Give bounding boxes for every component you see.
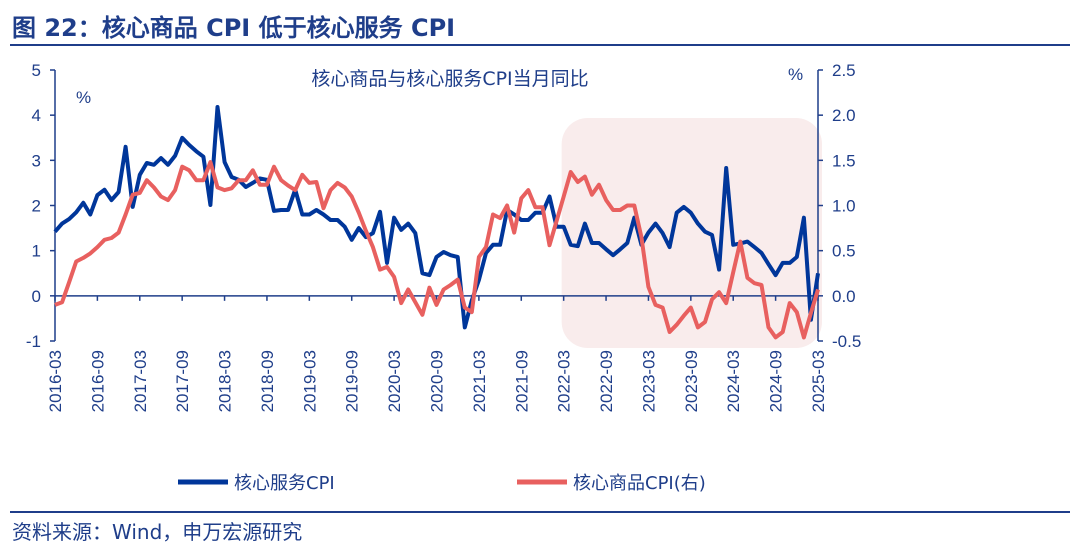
series-lines	[53, 105, 820, 340]
x-tick-label: 2020-09	[428, 350, 447, 412]
axes: 5 4 3 2 1 0 -1 2.5 2.0 1.5 1.0 0.5 0.0 -0.5 2016-03 201…	[26, 61, 861, 412]
x-tick-label: 2022-09	[597, 350, 616, 412]
x-tick-label: 2019-03	[300, 350, 319, 412]
services-cpi-line	[53, 105, 820, 330]
highlight-region	[561, 118, 822, 348]
right-tick-label: 2.5	[832, 61, 856, 80]
x-tick-label: 2021-03	[470, 350, 489, 412]
title-divider	[10, 44, 1070, 46]
legend-label-goods: 核心商品CPI(右)	[573, 473, 706, 494]
right-tick-label: 0.5	[832, 242, 856, 261]
x-tick-label: 2021-09	[512, 350, 531, 412]
x-tick-label: 2025-03	[809, 350, 828, 412]
x-tick-label: 2024-03	[724, 350, 743, 412]
right-axis-unit: %	[788, 65, 803, 84]
x-tick-label: 2018-03	[216, 350, 235, 412]
left-tick-label: -1	[26, 332, 41, 351]
figure-title: 图 22：核心商品 CPI 低于核心服务 CPI	[12, 14, 456, 42]
goods-cpi-line	[54, 160, 820, 340]
footer-divider	[10, 511, 1070, 513]
left-tick-label: 4	[32, 106, 41, 125]
left-axis-unit: %	[76, 88, 91, 107]
x-tick-label: 2023-03	[639, 350, 658, 412]
x-tick-label: 2016-09	[88, 350, 107, 412]
left-tick-label: 2	[32, 197, 41, 216]
left-tick-label: 1	[32, 242, 41, 261]
x-tick-label: 2024-09	[767, 350, 786, 412]
left-tick-label: 3	[32, 151, 41, 170]
right-tick-label: 1.0	[832, 197, 856, 216]
x-tick-label: 2017-03	[131, 350, 150, 412]
right-tick-label: 2.0	[832, 106, 856, 125]
x-tick-label: 2019-09	[343, 350, 362, 412]
legend: 核心服务CPI 核心商品CPI(右)	[178, 473, 706, 494]
x-tick-label: 2016-03	[46, 350, 65, 412]
right-tick-label: -0.5	[832, 332, 861, 351]
x-tick-label: 2017-09	[173, 350, 192, 412]
right-tick-label: 1.5	[832, 151, 856, 170]
chart-title: 核心商品与核心服务CPI当月同比	[311, 68, 588, 90]
legend-label-services: 核心服务CPI	[234, 473, 335, 494]
x-tick-label: 2020-03	[385, 350, 404, 412]
x-tick-label: 2022-03	[555, 350, 574, 412]
right-tick-label: 0.0	[832, 287, 856, 306]
left-tick-label: 0	[32, 287, 41, 306]
source-note: 资料来源：Wind，申万宏源研究	[12, 520, 303, 544]
x-tick-label: 2023-09	[682, 350, 701, 412]
x-tick-label: 2018-09	[258, 350, 277, 412]
left-tick-label: 5	[32, 61, 41, 80]
